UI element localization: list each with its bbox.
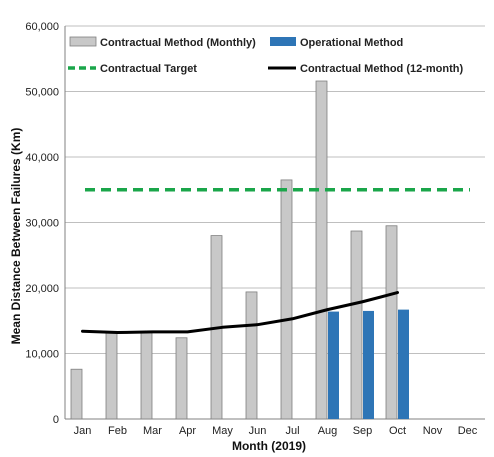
y-tick-label: 60,000 bbox=[25, 21, 59, 33]
bar-contractual-monthly-jun bbox=[245, 291, 258, 420]
x-tick-label: Jan bbox=[74, 425, 92, 437]
y-tick-label: 30,000 bbox=[25, 218, 59, 230]
legend-label: Contractual Target bbox=[100, 63, 197, 75]
x-tick-label: Sep bbox=[353, 425, 373, 437]
legend: Contractual Method (Monthly) Operational … bbox=[66, 30, 466, 80]
y-tick-label: 40,000 bbox=[25, 152, 59, 164]
bar-operational-sep bbox=[363, 310, 374, 419]
x-tick-label: May bbox=[212, 425, 233, 437]
bar-operational-oct bbox=[398, 309, 409, 419]
legend-swatch bbox=[69, 36, 97, 47]
axes: 0 10,000 20,000 30,000 40,000 50,000 60,000 Jan… bbox=[25, 21, 485, 437]
legend-label: Contractual Method (Monthly) bbox=[100, 37, 256, 49]
bar-contractual-monthly-jan bbox=[70, 368, 83, 420]
series-lines bbox=[81, 188, 470, 335]
x-tick-label: Jun bbox=[249, 425, 267, 437]
y-tick-label: 0 bbox=[53, 414, 59, 426]
x-tick-label: Mar bbox=[143, 425, 162, 437]
y-axis-title: Mean Distance Between Failures (Km) bbox=[9, 128, 23, 345]
y-tick-label: 20,000 bbox=[25, 283, 59, 295]
y-tick-label: 50,000 bbox=[25, 87, 59, 99]
x-tick-label: Apr bbox=[179, 425, 196, 437]
contractual-12-month-line bbox=[81, 291, 399, 335]
bar-contractual-monthly-apr bbox=[175, 337, 188, 420]
bar-contractual-monthly-sep bbox=[350, 230, 363, 420]
bar-contractual-monthly-aug bbox=[315, 80, 328, 420]
bar-contractual-monthly-oct bbox=[385, 225, 398, 420]
y-tick-label: 10,000 bbox=[25, 349, 59, 361]
legend-background bbox=[66, 30, 466, 80]
bar-operational-aug bbox=[328, 311, 339, 419]
legend-label: Contractual Method (12-month) bbox=[300, 63, 463, 75]
x-tick-label: Feb bbox=[108, 425, 127, 437]
x-tick-label: Aug bbox=[318, 425, 338, 437]
x-tick-label: Oct bbox=[389, 425, 406, 437]
x-axis-title: Month (2019) bbox=[232, 439, 306, 453]
x-tick-label: Jul bbox=[285, 425, 299, 437]
bar-contractual-monthly-jul bbox=[280, 179, 293, 420]
bar-contractual-monthly-mar bbox=[140, 332, 153, 420]
x-tick-label: Dec bbox=[458, 425, 478, 437]
x-tick-label: Nov bbox=[423, 425, 443, 437]
bars bbox=[70, 80, 409, 420]
bar-contractual-monthly-feb bbox=[105, 331, 118, 420]
gridlines bbox=[65, 25, 485, 354]
legend-swatch bbox=[270, 37, 296, 46]
legend-label: Operational Method bbox=[300, 37, 403, 49]
